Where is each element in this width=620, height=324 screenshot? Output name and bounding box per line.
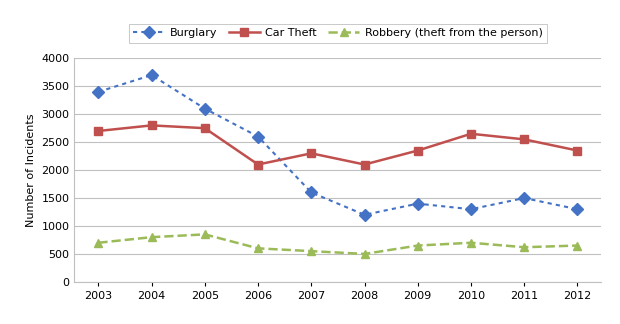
- Car Theft: [361, 163, 368, 167]
- Line: Burglary: Burglary: [94, 71, 582, 219]
- Robbery (theft from the person): [414, 244, 422, 248]
- Car Theft: [148, 123, 155, 127]
- Burglary: [467, 207, 475, 211]
- Robbery (theft from the person): [148, 235, 155, 239]
- Car Theft: [521, 137, 528, 141]
- Burglary: [148, 73, 155, 77]
- Car Theft: [414, 149, 422, 153]
- Robbery (theft from the person): [254, 246, 262, 250]
- Car Theft: [95, 129, 102, 133]
- Line: Car Theft: Car Theft: [94, 121, 582, 169]
- Burglary: [201, 107, 208, 110]
- Line: Robbery (theft from the person): Robbery (theft from the person): [94, 230, 582, 258]
- Car Theft: [308, 151, 315, 155]
- Burglary: [574, 207, 581, 211]
- Car Theft: [574, 149, 581, 153]
- Burglary: [414, 202, 422, 206]
- Robbery (theft from the person): [201, 232, 208, 236]
- Car Theft: [467, 132, 475, 136]
- Y-axis label: Number of Incidents: Number of Incidents: [26, 113, 36, 227]
- Burglary: [254, 135, 262, 139]
- Robbery (theft from the person): [521, 245, 528, 249]
- Robbery (theft from the person): [467, 241, 475, 245]
- Car Theft: [254, 163, 262, 167]
- Legend: Burglary, Car Theft, Robbery (theft from the person): Burglary, Car Theft, Robbery (theft from…: [129, 24, 547, 42]
- Car Theft: [201, 126, 208, 130]
- Robbery (theft from the person): [95, 241, 102, 245]
- Robbery (theft from the person): [308, 249, 315, 253]
- Burglary: [95, 90, 102, 94]
- Burglary: [521, 196, 528, 200]
- Burglary: [308, 191, 315, 194]
- Robbery (theft from the person): [361, 252, 368, 256]
- Robbery (theft from the person): [574, 244, 581, 248]
- Burglary: [361, 213, 368, 217]
